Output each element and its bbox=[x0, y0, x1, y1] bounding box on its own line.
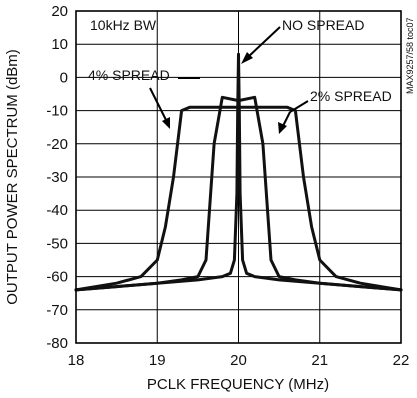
x-tick-label: 21 bbox=[311, 352, 328, 369]
y-tick-label: -40 bbox=[46, 202, 68, 219]
x-tick-label: 20 bbox=[230, 352, 247, 369]
bandwidth-label: 10kHz BW bbox=[90, 17, 157, 33]
series-line-2-spread bbox=[74, 95, 403, 292]
spread-2-leader bbox=[289, 100, 309, 113]
figure-id: MAX9257/58 toc07 bbox=[405, 17, 415, 94]
spread-2-label: 2% SPREAD bbox=[310, 88, 392, 104]
y-tick-labels: 20 10 0 -10 -20 -30 -40 -50 -60 -70 -80 bbox=[46, 3, 68, 352]
spread-4-arrowhead bbox=[162, 117, 170, 129]
y-tick-label: 10 bbox=[51, 36, 68, 53]
x-tick-label: 19 bbox=[149, 352, 166, 369]
annotation-arrows bbox=[149, 26, 309, 134]
series-line-4-spread bbox=[74, 105, 403, 292]
y-tick-label: -80 bbox=[46, 335, 68, 352]
x-tick-label: 18 bbox=[68, 352, 85, 369]
no-spread-arrowhead bbox=[241, 52, 253, 64]
no-spread-label: NO SPREAD bbox=[282, 17, 364, 33]
spread-4-label: 4% SPREAD bbox=[88, 67, 170, 83]
y-tick-label: -50 bbox=[46, 235, 68, 252]
y-tick-label: -20 bbox=[46, 136, 68, 153]
x-tick-labels: 18 19 20 21 22 bbox=[68, 352, 410, 369]
y-tick-label: -10 bbox=[46, 103, 68, 120]
y-tick-label: 0 bbox=[60, 69, 68, 86]
y-tick-label: -60 bbox=[46, 269, 68, 286]
y-tick-label: 20 bbox=[51, 3, 68, 20]
spread-2-arrow bbox=[282, 111, 291, 127]
x-axis-title: PCLK FREQUENCY (MHz) bbox=[147, 376, 329, 393]
x-tick-label: 22 bbox=[393, 352, 410, 369]
y-tick-label: -30 bbox=[46, 169, 68, 186]
spread-2-arrowhead bbox=[278, 122, 287, 134]
spread-4-arrow bbox=[149, 87, 167, 121]
series-line-no-spread bbox=[74, 52, 403, 292]
series-lines bbox=[74, 52, 403, 292]
plot-frame bbox=[75, 10, 402, 344]
no-spread-arrow bbox=[246, 26, 281, 59]
y-axis-title: OUTPUT POWER SPECTRUM (dBm) bbox=[4, 49, 21, 305]
y-tick-label: -70 bbox=[46, 302, 68, 319]
